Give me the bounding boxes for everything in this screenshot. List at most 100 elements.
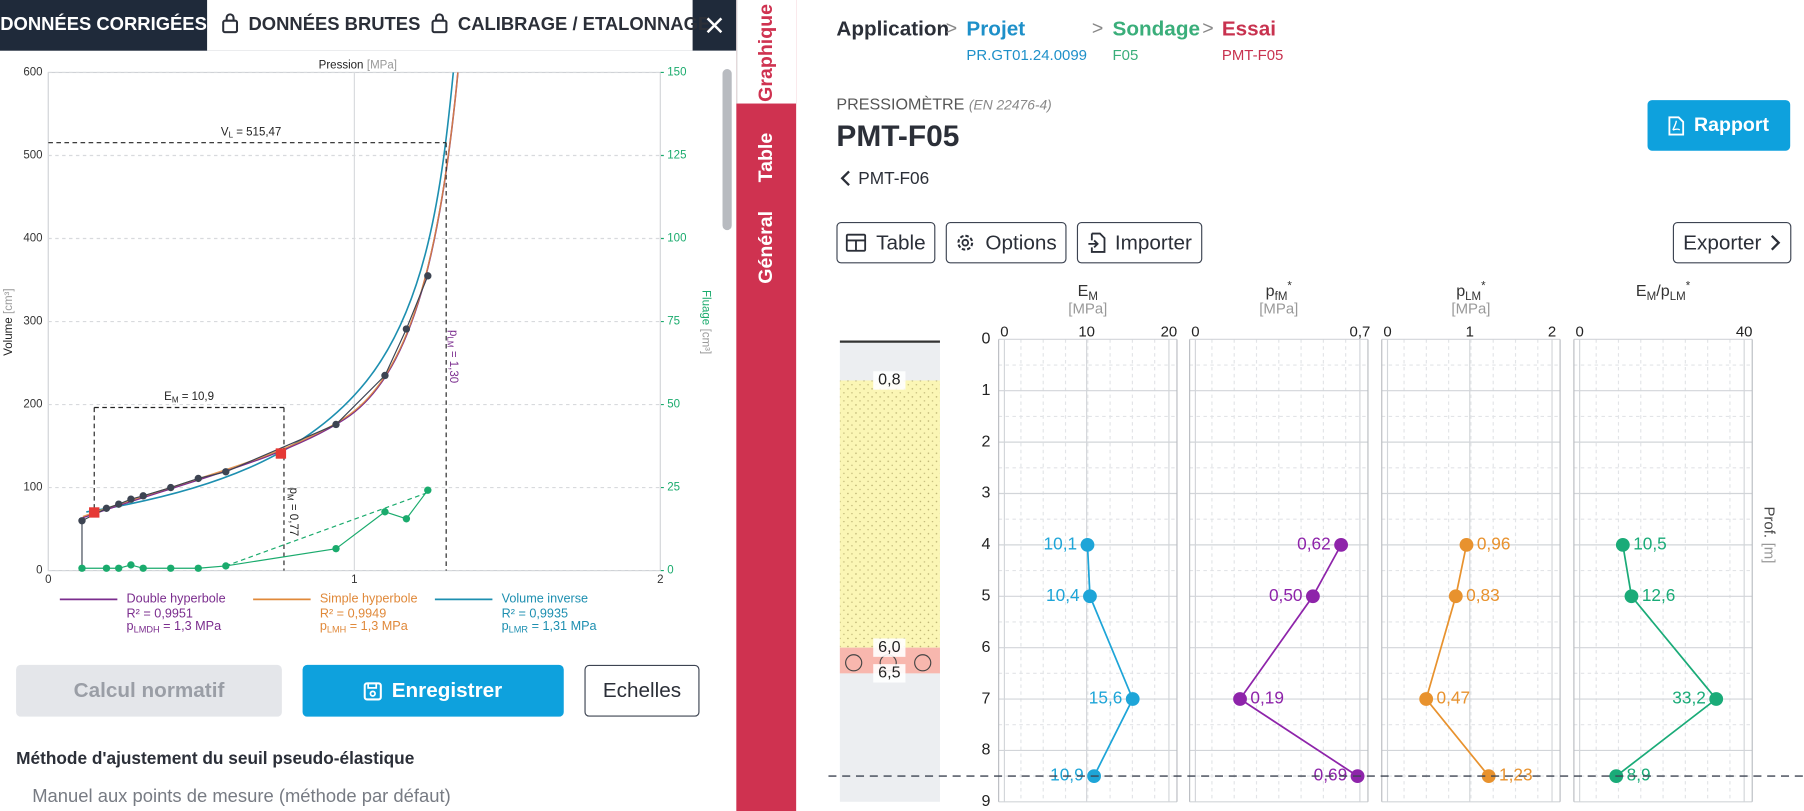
normative-button[interactable]: Calcul normatif (16, 664, 282, 717)
layer-label: 6,5 (878, 664, 900, 682)
label: Calcul normatif (73, 678, 225, 702)
value-label: 0,69 (1314, 765, 1348, 785)
profile-point (1615, 537, 1630, 552)
x-tick-label: 2 (657, 574, 663, 586)
scales-button[interactable]: Echelles (584, 664, 700, 717)
column-header: EM (1078, 282, 1098, 302)
profile-point (1459, 537, 1474, 552)
depth-tick-label: 0 (982, 330, 991, 348)
profile-point (1709, 692, 1724, 706)
depth-tick-label: 8 (982, 741, 991, 759)
x-tick-label: 40 (1736, 323, 1753, 340)
export-button[interactable]: Exporter (1672, 222, 1792, 264)
breadcrumb-sub: PMT-F05 (1221, 46, 1284, 64)
scrollbar[interactable] (722, 69, 732, 231)
x-tick-label: 0 (1575, 323, 1583, 340)
data-point (222, 562, 230, 570)
annotation: EM = 10,9 (164, 391, 214, 405)
legend-name: Volume inverse (502, 592, 588, 606)
separator: > (1091, 17, 1104, 40)
header-part: M (1088, 291, 1098, 303)
annotation: pLMR = 1,31 MPa (502, 619, 598, 635)
side-tab[interactable]: Graphique (754, 4, 777, 102)
header-part: fM (1275, 291, 1288, 303)
previous-link[interactable]: PMT-F06 (858, 169, 930, 189)
y-tick-label: 500 (23, 150, 42, 162)
x-tick-label: 0 (1191, 323, 1199, 340)
y-tick-label: 100 (23, 482, 42, 494)
profile-line (1086, 544, 1134, 777)
norm: (EN 22476-4) (968, 96, 1052, 113)
options-button[interactable]: Options (945, 222, 1067, 264)
separator: > (1202, 17, 1214, 40)
depth-tick-label: 2 (982, 432, 991, 450)
data-point (127, 561, 135, 569)
header-part: LM (1465, 291, 1481, 303)
data-point (78, 564, 86, 572)
close-button[interactable] (693, 0, 737, 51)
breadcrumb-item[interactable]: Sondage (1112, 17, 1200, 41)
side-tabs (736, 0, 797, 811)
value-label: 10,9 (1050, 765, 1084, 785)
side-tab[interactable]: Général (754, 210, 777, 284)
depth-tick-label: 7 (982, 689, 991, 707)
tab[interactable]: DONNÉES BRUTES (248, 14, 421, 35)
data-point (167, 483, 175, 492)
depth-axis-label: Prof. [m] (1760, 506, 1777, 563)
column-header: pfM* (1266, 280, 1293, 302)
x-tick-label: 1 (1466, 323, 1474, 340)
profile-point (1624, 589, 1639, 604)
symbol: V (221, 126, 229, 138)
annotation: pLMDH = 1,3 MPa (127, 619, 223, 635)
value: = 515,47 (233, 126, 281, 138)
profile-line (1238, 544, 1359, 777)
data-point (332, 544, 340, 553)
data-point (381, 371, 389, 380)
data-point (222, 468, 230, 476)
subscript: M (172, 396, 179, 405)
breadcrumb-root[interactable]: Application (836, 17, 950, 41)
em-point (275, 448, 287, 459)
side-tab[interactable]: Table (754, 132, 777, 183)
table-icon (846, 233, 867, 252)
table-button[interactable]: Table (836, 222, 936, 264)
profile-point (1305, 589, 1320, 604)
header-part: E (1636, 282, 1647, 300)
data-point (102, 564, 111, 572)
report-button[interactable]: Rapport (1647, 100, 1791, 151)
header-part: p (1456, 282, 1465, 300)
tab[interactable]: CALIBRAGE / ETALONNAGE (457, 14, 711, 35)
value: = 1,30 (447, 348, 459, 383)
value-label: 0,50 (1269, 585, 1303, 605)
y-tick-label: 200 (23, 399, 42, 411)
legend-r2: R² = 0,9951 (127, 607, 193, 621)
header-part: /p (1656, 282, 1669, 300)
method-value[interactable]: Manuel aux points de mesure (méthode par… (32, 786, 451, 807)
profile-point (1481, 769, 1496, 784)
legend-r2: R² = 0,9935 (502, 607, 568, 621)
data-point (424, 486, 432, 494)
value-label: 10,5 (1633, 533, 1667, 553)
breadcrumb-item[interactable]: Essai (1221, 17, 1276, 41)
creep-fit (225, 491, 429, 567)
value: = 10,9 (179, 391, 215, 403)
data-point (194, 474, 202, 483)
import-button[interactable]: Importer (1076, 222, 1203, 264)
y2-axis-label: Fluage [cm³] (699, 290, 711, 354)
header-part: LM (1670, 291, 1686, 303)
save-button[interactable]: Enregistrer (302, 664, 564, 717)
x-tick-label: 0 (45, 574, 51, 586)
y-tick-label: 300 (23, 316, 42, 328)
side-tab-active (736, 0, 797, 104)
breadcrumb-sub: F05 (1112, 46, 1139, 64)
gear-icon (957, 234, 974, 251)
pdf-icon (1668, 115, 1685, 135)
tab[interactable]: DONNÉES CORRIGÉES (0, 0, 208, 51)
breadcrumb-item[interactable]: Projet (966, 17, 1026, 41)
value-label: 0,47 (1437, 688, 1471, 708)
legend-r2: R² = 0,9949 (320, 607, 386, 621)
symbol: p (447, 330, 459, 336)
fit-curve (86, 72, 455, 513)
